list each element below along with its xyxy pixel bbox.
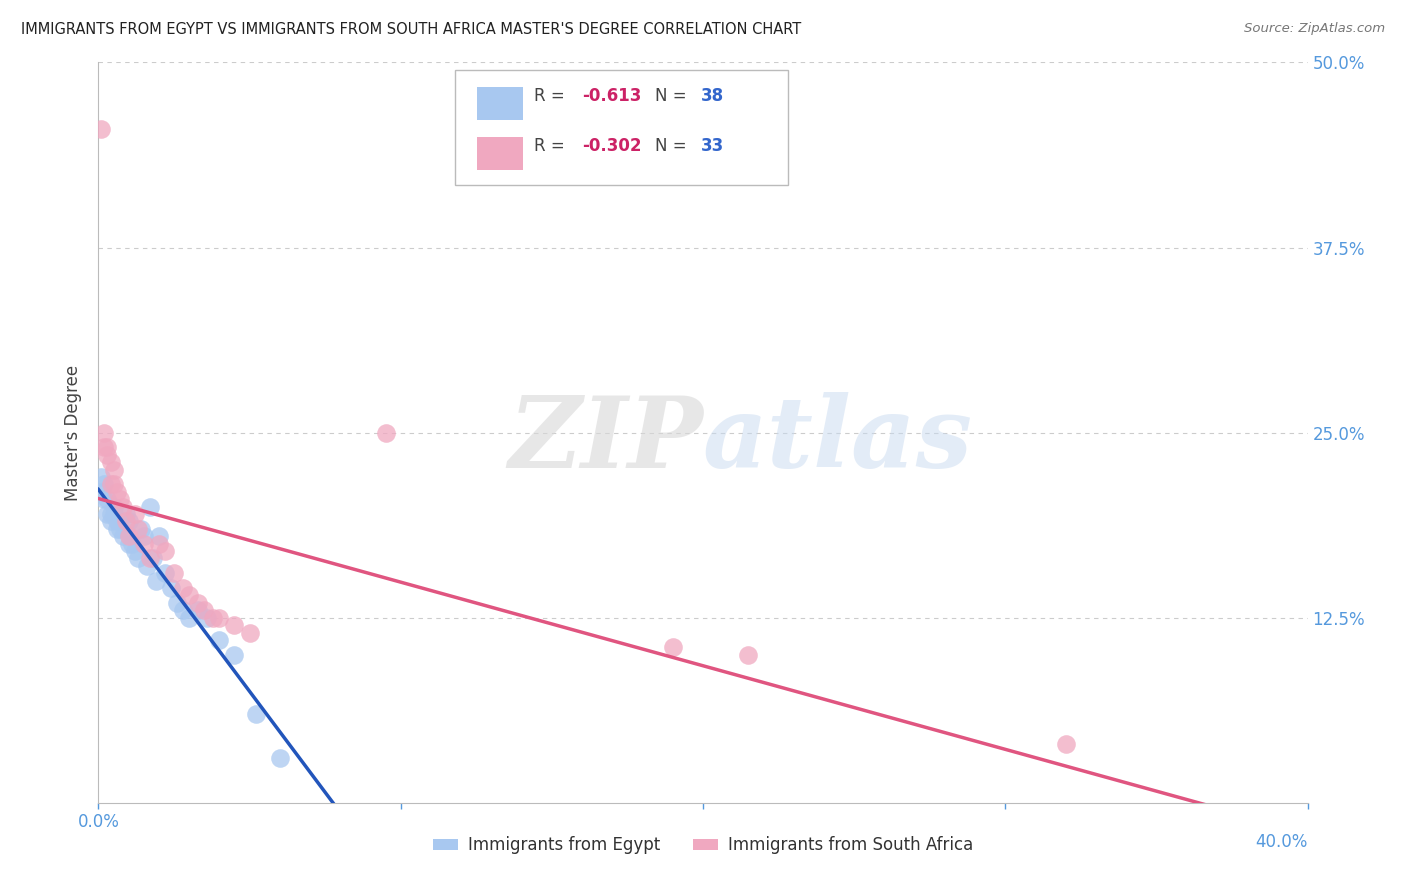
Point bbox=[172, 603, 194, 617]
Point bbox=[179, 589, 201, 603]
Point bbox=[100, 515, 122, 529]
Point bbox=[224, 618, 246, 632]
Point bbox=[118, 529, 141, 543]
Point bbox=[93, 441, 115, 455]
Text: -0.302: -0.302 bbox=[582, 137, 641, 155]
Point bbox=[132, 529, 155, 543]
Text: 33: 33 bbox=[700, 137, 724, 155]
Point bbox=[179, 610, 201, 624]
Point bbox=[105, 484, 128, 499]
Point bbox=[1054, 737, 1077, 751]
Point bbox=[103, 500, 125, 514]
Point bbox=[202, 610, 225, 624]
Point bbox=[124, 544, 146, 558]
Point bbox=[145, 574, 167, 588]
Text: -0.613: -0.613 bbox=[582, 87, 641, 105]
Point bbox=[148, 536, 170, 550]
Point bbox=[166, 596, 188, 610]
Text: 38: 38 bbox=[700, 87, 724, 105]
Point bbox=[224, 648, 246, 662]
Point bbox=[105, 522, 128, 536]
Point bbox=[160, 581, 183, 595]
Y-axis label: Master's Degree: Master's Degree bbox=[65, 365, 83, 500]
Text: R =: R = bbox=[534, 137, 569, 155]
Point bbox=[737, 648, 759, 662]
Point bbox=[111, 500, 134, 514]
Point bbox=[127, 551, 149, 566]
Point bbox=[187, 603, 209, 617]
Point bbox=[193, 603, 215, 617]
Point bbox=[108, 492, 131, 507]
Text: IMMIGRANTS FROM EGYPT VS IMMIGRANTS FROM SOUTH AFRICA MASTER'S DEGREE CORRELATIO: IMMIGRANTS FROM EGYPT VS IMMIGRANTS FROM… bbox=[21, 22, 801, 37]
Bar bbox=[477, 87, 523, 120]
Point bbox=[96, 492, 118, 507]
Text: Source: ZipAtlas.com: Source: ZipAtlas.com bbox=[1244, 22, 1385, 36]
Point bbox=[148, 529, 170, 543]
Point bbox=[103, 477, 125, 491]
Point bbox=[139, 500, 162, 514]
Point bbox=[105, 515, 128, 529]
Point bbox=[90, 470, 112, 484]
Point bbox=[103, 507, 125, 521]
Point bbox=[118, 536, 141, 550]
Point bbox=[208, 610, 231, 624]
Point bbox=[239, 625, 262, 640]
Point bbox=[114, 507, 136, 521]
Point bbox=[90, 122, 112, 136]
Point bbox=[93, 492, 115, 507]
Point bbox=[153, 566, 176, 581]
Point bbox=[96, 441, 118, 455]
Point bbox=[245, 706, 267, 721]
Point bbox=[114, 515, 136, 529]
Text: N =: N = bbox=[655, 137, 692, 155]
Text: R =: R = bbox=[534, 87, 569, 105]
Point bbox=[129, 522, 152, 536]
Text: ZIP: ZIP bbox=[508, 392, 703, 488]
Point bbox=[103, 462, 125, 476]
Point bbox=[139, 551, 162, 566]
Point bbox=[118, 515, 141, 529]
Point bbox=[100, 455, 122, 469]
Text: atlas: atlas bbox=[703, 392, 973, 488]
Point bbox=[172, 581, 194, 595]
Legend: Immigrants from Egypt, Immigrants from South Africa: Immigrants from Egypt, Immigrants from S… bbox=[426, 830, 980, 861]
Point bbox=[269, 751, 291, 765]
Point bbox=[100, 477, 122, 491]
Point bbox=[124, 507, 146, 521]
Point bbox=[187, 596, 209, 610]
Text: 40.0%: 40.0% bbox=[1256, 833, 1308, 851]
Point bbox=[374, 425, 396, 440]
Point bbox=[132, 536, 155, 550]
Point bbox=[127, 522, 149, 536]
Point bbox=[100, 507, 122, 521]
Point bbox=[96, 507, 118, 521]
Text: N =: N = bbox=[655, 87, 692, 105]
Point bbox=[661, 640, 683, 655]
Point bbox=[111, 529, 134, 543]
Point bbox=[90, 484, 112, 499]
Point bbox=[135, 558, 157, 573]
Point bbox=[195, 610, 218, 624]
Point bbox=[163, 566, 186, 581]
Point bbox=[93, 425, 115, 440]
Point bbox=[121, 536, 143, 550]
FancyBboxPatch shape bbox=[456, 70, 787, 185]
Point bbox=[142, 551, 165, 566]
Point bbox=[108, 522, 131, 536]
Point bbox=[96, 448, 118, 462]
Point bbox=[93, 477, 115, 491]
Point bbox=[208, 632, 231, 647]
Bar bbox=[477, 137, 523, 169]
Point bbox=[153, 544, 176, 558]
